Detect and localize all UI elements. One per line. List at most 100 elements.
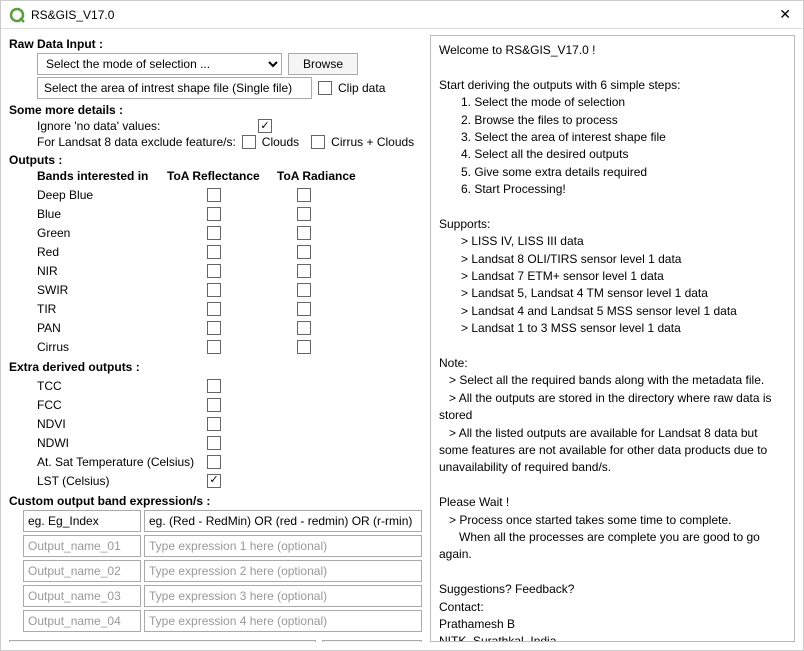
derived-row: At. Sat Temperature (Celsius): [37, 452, 422, 471]
mode-select[interactable]: Select the mode of selection ...: [37, 53, 282, 75]
bands-list: Deep Blue Blue Green Red NIR SWIR TIR PAN Cirrus: [9, 185, 422, 356]
info-support: > LISS IV, LISS III data: [439, 233, 786, 250]
custom-expr-input[interactable]: [144, 535, 422, 557]
derived-label: NDWI: [37, 436, 207, 450]
band-label: TIR: [37, 302, 167, 316]
some-more-details-label: Some more details :: [9, 103, 422, 117]
info-note2: > All the outputs are stored in the dire…: [439, 390, 786, 425]
derived-row: FCC: [37, 395, 422, 414]
info-step: 5. Give some extra details required: [439, 164, 786, 181]
custom-name-input[interactable]: [23, 560, 141, 582]
window-title: RS&GIS_V17.0: [31, 8, 775, 22]
band-label: NIR: [37, 264, 167, 278]
band-refl-checkbox[interactable]: [207, 226, 221, 240]
band-refl-checkbox[interactable]: [207, 321, 221, 335]
band-refl-checkbox[interactable]: [207, 283, 221, 297]
info-note3: > All the listed outputs are available f…: [439, 425, 786, 477]
custom-name-input[interactable]: [23, 510, 141, 532]
raw-data-label: Raw Data Input :: [9, 37, 422, 51]
info-name: Prathamesh B: [439, 616, 786, 633]
custom-expr-label: Custom output band expression/s :: [9, 494, 422, 508]
band-label: Blue: [37, 207, 167, 221]
extra-derived-label: Extra derived outputs :: [9, 360, 422, 374]
titlebar: RS&GIS_V17.0 ✕: [1, 1, 803, 29]
band-refl-checkbox[interactable]: [207, 264, 221, 278]
band-refl-checkbox[interactable]: [207, 188, 221, 202]
band-rad-checkbox[interactable]: [297, 340, 311, 354]
band-label: SWIR: [37, 283, 167, 297]
info-wait-head: Please Wait !: [439, 494, 786, 511]
ignore-nodata-checkbox[interactable]: [258, 119, 272, 133]
derived-checkbox[interactable]: [207, 379, 221, 393]
info-steps-head: Start deriving the outputs with 6 simple…: [439, 77, 786, 94]
ignore-nodata-label: Ignore 'no data' values:: [37, 119, 252, 133]
l8-exclude-label: For Landsat 8 data exclude feature/s:: [37, 135, 236, 149]
derived-row: TCC: [37, 376, 422, 395]
derived-row: NDWI: [37, 433, 422, 452]
cancel-button[interactable]: Cancel: [322, 640, 422, 642]
derived-row: LST (Celsius): [37, 471, 422, 490]
start-processing-button[interactable]: Start Processing: [9, 640, 316, 642]
band-refl-checkbox[interactable]: [207, 245, 221, 259]
band-row: SWIR: [37, 280, 422, 299]
toa-rad-header: ToA Radiance: [277, 169, 377, 183]
info-addr: NITK, Surathkal, India.: [439, 633, 786, 642]
custom-expr-input[interactable]: [144, 610, 422, 632]
cirrus-clouds-label: Cirrus + Clouds: [331, 135, 414, 149]
band-refl-checkbox[interactable]: [207, 207, 221, 221]
band-rad-checkbox[interactable]: [297, 245, 311, 259]
info-note1: > Select all the required bands along wi…: [439, 372, 786, 389]
band-label: Cirrus: [37, 340, 167, 354]
info-support: > Landsat 7 ETM+ sensor level 1 data: [439, 268, 786, 285]
band-rad-checkbox[interactable]: [297, 283, 311, 297]
band-refl-checkbox[interactable]: [207, 340, 221, 354]
band-row: PAN: [37, 318, 422, 337]
derived-row: NDVI: [37, 414, 422, 433]
shape-file-button[interactable]: Select the area of intrest shape file (S…: [37, 77, 312, 99]
custom-name-input[interactable]: [23, 585, 141, 607]
band-rad-checkbox[interactable]: [297, 321, 311, 335]
window-body: Raw Data Input : Select the mode of sele…: [1, 29, 803, 650]
band-rad-checkbox[interactable]: [297, 302, 311, 316]
band-row: Blue: [37, 204, 422, 223]
band-rad-checkbox[interactable]: [297, 226, 311, 240]
band-row: Deep Blue: [37, 185, 422, 204]
derived-label: LST (Celsius): [37, 474, 207, 488]
band-row: Green: [37, 223, 422, 242]
clip-data-checkbox[interactable]: [318, 81, 332, 95]
custom-expr-input[interactable]: [144, 560, 422, 582]
derived-checkbox[interactable]: [207, 455, 221, 469]
custom-grid: [23, 510, 422, 632]
close-icon[interactable]: ✕: [775, 6, 795, 23]
info-sugg: Suggestions? Feedback?: [439, 581, 786, 598]
bottom-buttons: Start Processing Cancel: [9, 640, 422, 642]
browse-button[interactable]: Browse: [288, 53, 358, 75]
derived-label: FCC: [37, 398, 207, 412]
info-contact: Contact:: [439, 599, 786, 616]
derived-checkbox[interactable]: [207, 417, 221, 431]
band-rad-checkbox[interactable]: [297, 207, 311, 221]
main-window: RS&GIS_V17.0 ✕ Raw Data Input : Select t…: [0, 0, 804, 651]
derived-label: TCC: [37, 379, 207, 393]
info-wait1: > Process once started takes some time t…: [439, 512, 786, 529]
custom-name-input[interactable]: [23, 610, 141, 632]
clouds-checkbox[interactable]: [242, 135, 256, 149]
derived-checkbox[interactable]: [207, 398, 221, 412]
custom-name-input[interactable]: [23, 535, 141, 557]
band-label: Green: [37, 226, 167, 240]
derived-checkbox[interactable]: [207, 436, 221, 450]
custom-expr-input[interactable]: [144, 510, 422, 532]
band-rad-checkbox[interactable]: [297, 188, 311, 202]
derived-label: At. Sat Temperature (Celsius): [37, 455, 207, 469]
band-rad-checkbox[interactable]: [297, 264, 311, 278]
band-refl-checkbox[interactable]: [207, 302, 221, 316]
derived-checkbox[interactable]: [207, 474, 221, 488]
clouds-label: Clouds: [262, 135, 299, 149]
info-support: > Landsat 4 and Landsat 5 MSS sensor lev…: [439, 303, 786, 320]
band-row: Red: [37, 242, 422, 261]
cirrus-clouds-checkbox[interactable]: [311, 135, 325, 149]
info-support: > Landsat 8 OLI/TIRS sensor level 1 data: [439, 251, 786, 268]
toa-refl-header: ToA Reflectance: [167, 169, 277, 183]
info-supports-head: Supports:: [439, 216, 786, 233]
custom-expr-input[interactable]: [144, 585, 422, 607]
